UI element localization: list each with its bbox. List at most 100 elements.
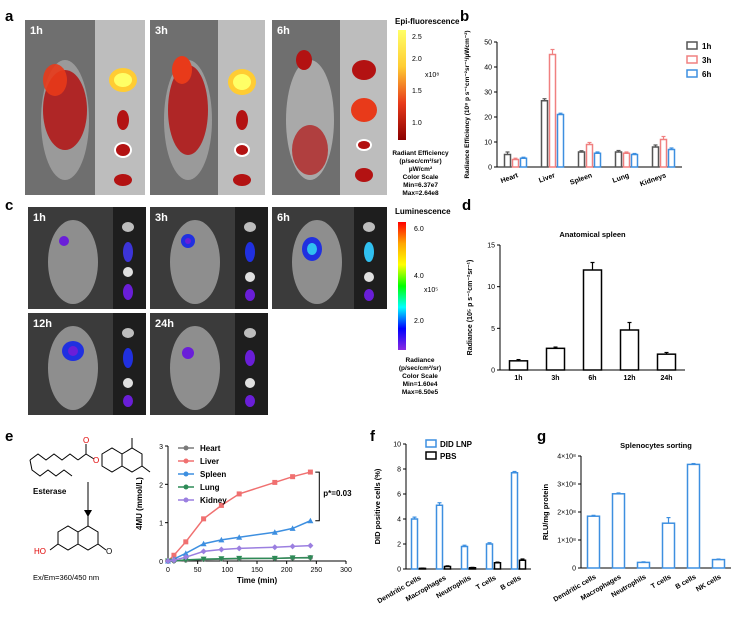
- lum-time-label-24h: 24h: [155, 318, 174, 330]
- bar: [614, 151, 623, 168]
- y-tick-label: 0: [572, 566, 576, 573]
- legend-label: Liver: [200, 457, 219, 466]
- y-tick-label: 1×10⁸: [557, 538, 576, 545]
- y-tick-label: 3×10⁸: [557, 482, 576, 489]
- data-point: [200, 548, 207, 555]
- legend-label: Lung: [200, 483, 220, 492]
- bar: [510, 472, 519, 570]
- bar: [503, 153, 512, 168]
- bar: [443, 565, 452, 570]
- bar: [582, 269, 603, 371]
- data-point: [236, 491, 242, 497]
- luminescence-tick-4.0: 4.0: [414, 273, 424, 280]
- legend-label: Kidney: [200, 496, 227, 505]
- y-axis-label: Radiance (10⁵ p s⁻¹cm⁻²sr⁻¹): [467, 260, 474, 356]
- legend-marker: [183, 458, 189, 464]
- mouse-lum-3h: [170, 207, 268, 309]
- luminescence-image-1h: 1h: [28, 207, 146, 309]
- bar: [556, 113, 565, 168]
- bar: [410, 518, 419, 570]
- luminescence-image-24h: 24h: [150, 313, 268, 415]
- caption-line: Radiant Efficiency: [392, 150, 449, 157]
- data-point: [182, 554, 189, 561]
- chart-title: Splenocytes sorting: [620, 441, 692, 450]
- data-point: [271, 555, 278, 562]
- fluorescence-image-1h: 1h: [25, 20, 145, 195]
- bar: [460, 545, 469, 570]
- luminescence-exponent: x10⁵: [424, 287, 439, 294]
- y-tick-label: 1: [159, 521, 163, 528]
- fluorescence-tick-1.5: 1.5: [412, 88, 422, 95]
- x-category-label: Heart: [500, 172, 520, 185]
- x-tick-label: 0: [166, 567, 170, 574]
- y-tick-label: 10: [393, 442, 401, 449]
- data-point: [218, 536, 225, 543]
- data-point: [307, 469, 313, 475]
- y-tick-label: 30: [484, 90, 492, 97]
- y-axis-label: 4MU (mmol/L): [135, 477, 144, 530]
- bar: [586, 515, 601, 569]
- x-category-label: B cells: [499, 575, 522, 592]
- bar: [622, 152, 631, 168]
- data-point: [271, 544, 278, 551]
- data-point: [218, 546, 225, 553]
- data-point: [200, 556, 207, 563]
- y-axis-label: RLU/mg protein: [541, 483, 550, 540]
- panel-label-e: e: [5, 428, 14, 445]
- luminescence-tick-6.0: 6.0: [414, 226, 424, 233]
- y-tick-label: 0: [488, 165, 492, 172]
- x-category-label: Spleen: [569, 172, 593, 186]
- legend-label: 6h: [702, 70, 711, 79]
- x-category-label: T cells: [650, 574, 672, 591]
- data-point: [271, 529, 278, 535]
- bar: [511, 158, 520, 168]
- y-tick-label: 2: [159, 482, 163, 489]
- x-category-label: 24h: [660, 375, 672, 382]
- panel-label-c: c: [5, 197, 14, 214]
- bar: [661, 522, 676, 569]
- x-category-label: Liver: [538, 172, 556, 184]
- legend-marker: [183, 497, 189, 503]
- y-tick-label: 0: [159, 559, 163, 566]
- y-tick-label: 4: [397, 517, 401, 524]
- y-tick-label: 8: [397, 467, 401, 474]
- data-point: [218, 502, 224, 508]
- mouse-silhouette-3h: [164, 20, 265, 195]
- fluorescence-caption: Radiant Efficiency (p/sec/cm²/sr) µW/cm²…: [383, 150, 458, 198]
- legend-label: DID LNP: [440, 440, 473, 449]
- fluorescence-colorbar: [398, 30, 406, 140]
- bar: [435, 504, 444, 570]
- time-label-6h: 6h: [277, 25, 290, 37]
- bar: [593, 152, 602, 168]
- data-point: [183, 539, 189, 545]
- legend-swatch: [425, 439, 437, 448]
- caption-line: (p/sec/cm²/sr): [398, 365, 442, 372]
- y-axis-label: DID positive cells (%): [373, 468, 382, 544]
- bar: [540, 100, 549, 168]
- time-label-3h: 3h: [155, 25, 168, 37]
- fluorescence-exponent: x10⁸: [425, 72, 440, 79]
- chart-title: Anatomical spleen: [559, 230, 626, 239]
- y-tick-label: 0: [491, 368, 495, 375]
- x-axis-label: Time (min): [237, 576, 278, 585]
- y-tick-label: 5: [491, 326, 495, 333]
- data-point: [289, 543, 296, 550]
- epi-fluorescence-title: Epi-fluorescence: [395, 17, 460, 26]
- x-category-label: Lung: [612, 172, 630, 184]
- bar: [636, 561, 651, 569]
- panel-label-d: d: [462, 197, 472, 214]
- x-tick-label: 150: [251, 567, 263, 574]
- caption-line: Max=6.50e5: [401, 389, 439, 396]
- atom-label-ho: HO: [34, 547, 46, 556]
- data-point: [307, 542, 314, 549]
- mouse-lum-24h: [170, 313, 268, 415]
- mouse-lum-6h: [292, 207, 387, 309]
- caption-line: (p/sec/cm²/sr): [399, 158, 442, 165]
- esterase-label: Esterase: [33, 487, 67, 496]
- atom-label-ester-o1: O: [83, 436, 89, 445]
- bar: [545, 347, 566, 371]
- luminescence-tick-2.0: 2.0: [414, 318, 424, 325]
- luminescence-colorbar: [398, 222, 406, 350]
- chart-e-4mu-kinetics: 0 1 2 3 0 50 100 150 200 250 300 Time (min) 4MU (mmo…: [135, 444, 352, 585]
